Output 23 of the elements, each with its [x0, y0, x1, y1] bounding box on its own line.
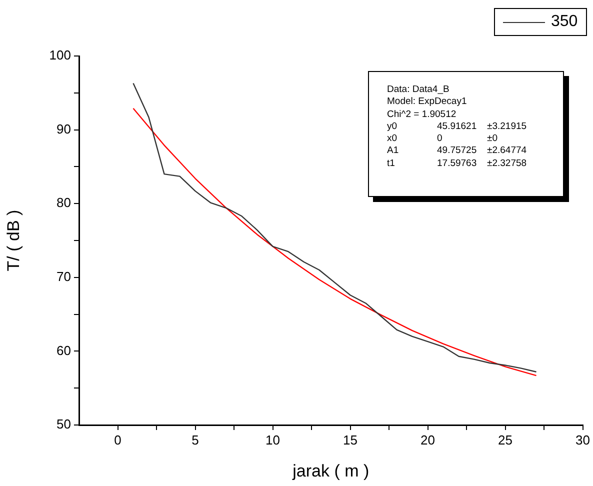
y-axis-title: T/ ( dB ) — [4, 210, 23, 272]
x-tick-label: 25 — [498, 432, 512, 448]
annotation: t1 17.59763 ±2.32758 — [387, 158, 528, 170]
x-tick-label: 10 — [266, 432, 280, 448]
annotation: A1 49.75725 ±2.64774 — [387, 145, 528, 158]
x-tick-label: 5 — [192, 432, 199, 448]
y-tick-label: 50 — [56, 416, 71, 432]
x-tick-label: 0 — [114, 432, 122, 448]
y-tick-label: 90 — [56, 121, 71, 136]
y-tick-label: 80 — [56, 195, 71, 210]
x-tick-label: 15 — [343, 432, 358, 448]
x-tick-label: 20 — [420, 432, 435, 448]
y-tick-label: 60 — [56, 342, 71, 358]
annotation: Data: Data4_B — [387, 84, 450, 96]
x-tick-label: 30 — [576, 432, 590, 448]
annotation: y0 45.91621 ±3.21915 — [387, 120, 528, 134]
annotation: x0 0 ±0 — [387, 133, 498, 146]
x-axis-title: jarak ( m ) — [292, 461, 370, 480]
annotation: Model: ExpDecay1 — [387, 96, 468, 109]
y-tick-label: 70 — [56, 268, 71, 284]
legend-label: 350 — [494, 8, 587, 36]
y-tick-label: 100 — [49, 48, 71, 63]
annotation: Chi^2 = 1.90512 — [387, 108, 458, 121]
